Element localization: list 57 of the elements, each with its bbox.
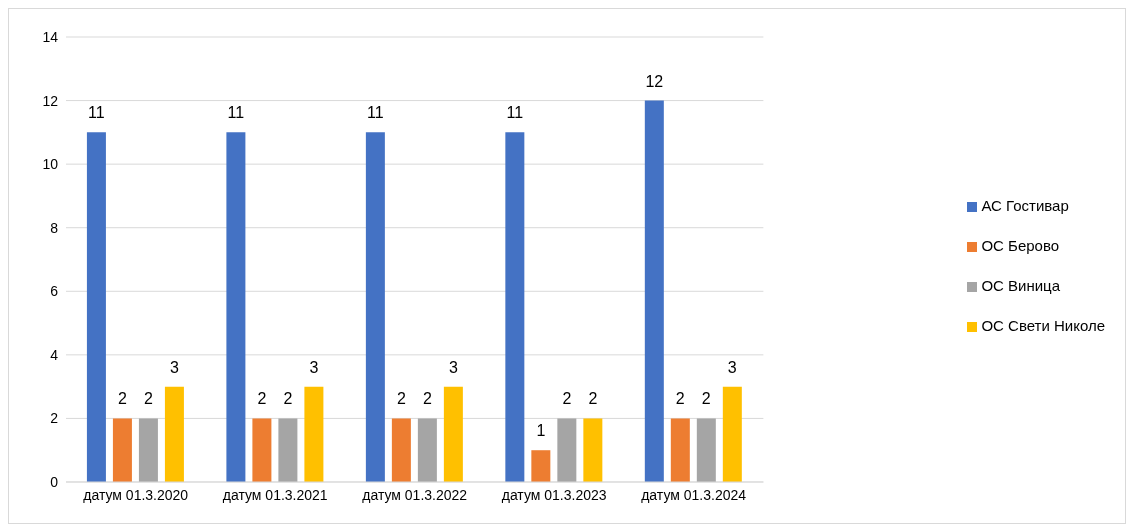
data-label: 2	[701, 390, 711, 408]
bar	[304, 386, 324, 482]
data-label: 11	[88, 104, 105, 122]
bar	[226, 132, 246, 482]
y-tick-label: 14	[42, 28, 59, 45]
y-tick-label: 2	[50, 410, 59, 427]
bar	[391, 418, 411, 482]
legend-label: ОС Виница	[981, 277, 1061, 294]
bar	[443, 386, 463, 482]
data-label: 3	[448, 358, 458, 376]
data-label: 3	[169, 358, 179, 376]
data-label: 2	[396, 390, 406, 408]
bar	[252, 418, 272, 482]
data-label: 2	[257, 390, 267, 408]
y-tick-label: 0	[50, 473, 59, 490]
data-label: 11	[367, 104, 384, 122]
y-tick-label: 4	[50, 346, 59, 363]
bar	[531, 450, 551, 482]
bar	[86, 132, 106, 482]
bar	[583, 418, 603, 482]
data-label: 1	[536, 422, 546, 440]
bar	[164, 386, 184, 482]
bar	[644, 100, 664, 482]
y-tick-label: 10	[42, 156, 59, 173]
data-label: 3	[309, 358, 319, 376]
data-label: 2	[283, 390, 293, 408]
data-label: 3	[727, 358, 737, 376]
x-tick-label: датум 01.3.2022	[362, 486, 468, 503]
bar	[138, 418, 158, 482]
x-tick-label: датум 01.3.2024	[641, 486, 747, 503]
legend-label: АС Гостивар	[981, 197, 1069, 214]
bar	[417, 418, 437, 482]
bar	[557, 418, 577, 482]
data-label: 2	[562, 390, 572, 408]
x-tick-label: датум 01.3.2021	[222, 486, 328, 503]
data-label: 2	[422, 390, 432, 408]
legend-label: ОС Свети Николе	[981, 317, 1105, 334]
y-tick-label: 12	[42, 92, 59, 109]
bar	[365, 132, 385, 482]
data-label: 11	[227, 104, 245, 122]
x-tick-label: датум 01.3.2020	[83, 486, 189, 503]
data-label: 2	[675, 390, 685, 408]
data-label: 2	[143, 390, 153, 408]
legend-label: ОС Берово	[981, 237, 1060, 254]
data-label: 12	[645, 72, 664, 90]
data-label: 2	[117, 390, 127, 408]
bar	[505, 132, 525, 482]
bar	[112, 418, 132, 482]
bar	[722, 386, 742, 482]
bar	[670, 418, 690, 482]
data-label: 11	[506, 104, 524, 122]
x-tick-label: датум 01.3.2023	[501, 486, 607, 503]
data-label: 2	[588, 390, 598, 408]
y-tick-label: 8	[50, 219, 59, 236]
bar	[278, 418, 298, 482]
bar	[696, 418, 716, 482]
y-tick-label: 6	[50, 283, 59, 300]
